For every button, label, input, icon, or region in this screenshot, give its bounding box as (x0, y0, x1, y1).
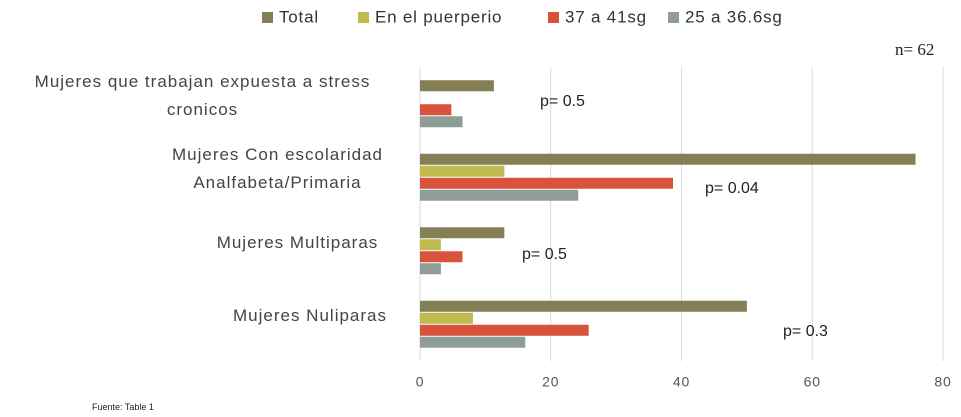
bar (420, 189, 579, 201)
bar (420, 251, 463, 263)
bar (420, 263, 441, 275)
y-tick-label: Mujeres que trabajan expuesta a stress c… (34, 71, 371, 119)
annotation: p= 0.5 (522, 246, 567, 263)
bar (420, 177, 674, 189)
bar (420, 104, 452, 116)
bar (420, 153, 916, 165)
bar (420, 239, 441, 251)
legend-label: 37 a 41sg (565, 7, 647, 26)
bar (420, 312, 473, 324)
legend-label: 25 a 36.6sg (685, 7, 783, 26)
x-tick-label: 40 (673, 374, 690, 390)
x-tick-label: 80 (934, 374, 951, 390)
bar (420, 116, 463, 128)
bar (420, 227, 505, 239)
x-tick-label: 0 (416, 374, 425, 390)
annotation: p= 0.5 (540, 93, 585, 110)
x-tick-label: 20 (542, 374, 559, 390)
y-tick-label: Mujeres Multiparas (216, 232, 379, 252)
legend-swatch (262, 12, 273, 23)
bar (420, 336, 526, 348)
annotation: n= 62 (895, 40, 935, 59)
bar (420, 324, 589, 336)
source: Fuente: Table 1 (92, 402, 154, 412)
y-tick-label: Mujeres Con escolaridad Analfabeta/Prima… (171, 145, 384, 193)
legend-label: En el puerperio (375, 7, 502, 26)
bar (420, 165, 505, 177)
bar (420, 80, 494, 92)
legend-swatch (358, 12, 369, 23)
annotation: p= 0.3 (783, 323, 828, 340)
legend-label: Total (279, 7, 319, 26)
x-tick-label: 60 (804, 374, 821, 390)
bar (420, 300, 747, 312)
legend-swatch (548, 12, 559, 23)
legend-swatch (668, 12, 679, 23)
y-tick-label: Mujeres Nuliparas (233, 306, 387, 326)
annotation: p= 0.04 (705, 180, 759, 197)
